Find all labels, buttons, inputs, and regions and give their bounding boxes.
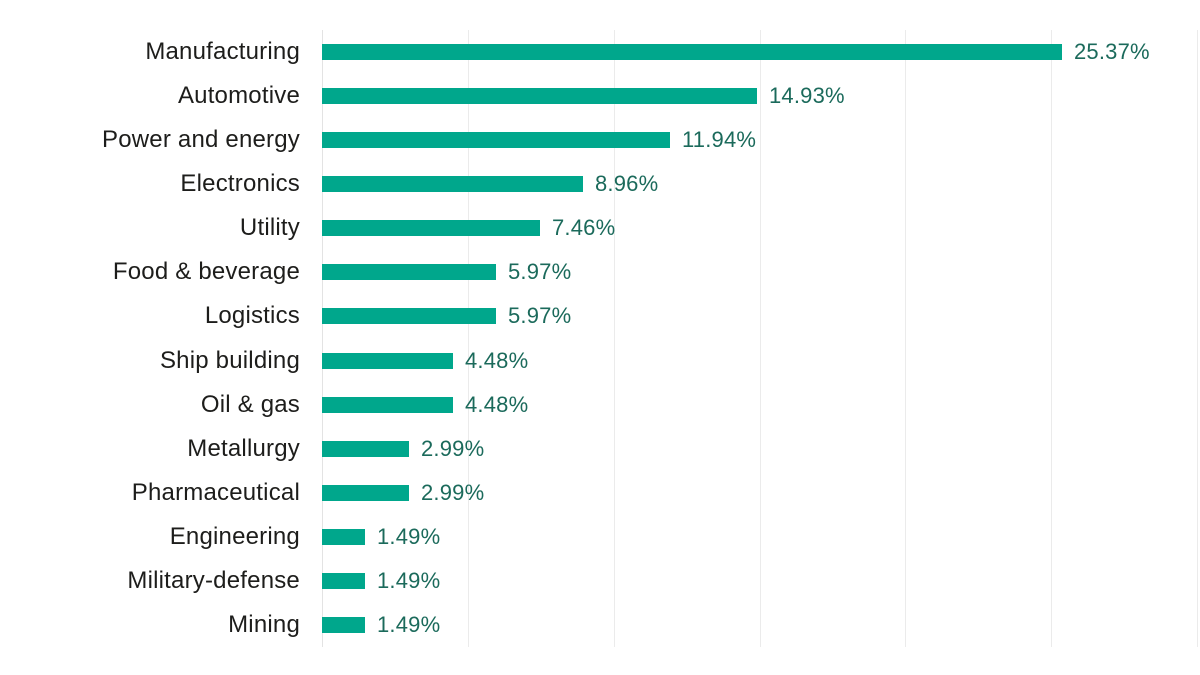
bar-row: Electronics 8.96% bbox=[0, 162, 1200, 206]
value-label: 14.93% bbox=[769, 83, 845, 109]
gridline bbox=[1197, 30, 1198, 647]
gridline bbox=[614, 30, 615, 647]
value-label: 11.94% bbox=[682, 127, 757, 153]
bar bbox=[322, 616, 365, 633]
gridline bbox=[760, 30, 761, 647]
category-label: Military-defense bbox=[127, 566, 300, 594]
category-label: Pharmaceutical bbox=[131, 478, 300, 506]
value-label: 2.99% bbox=[421, 479, 485, 505]
bar-row: Metallurgy 2.99% bbox=[0, 427, 1200, 471]
category-label: Metallurgy bbox=[187, 434, 300, 462]
value-label: 1.49% bbox=[377, 611, 441, 637]
bar-row: Oil & gas 4.48% bbox=[0, 383, 1200, 427]
bar bbox=[322, 132, 670, 149]
bar bbox=[322, 484, 409, 501]
bar-row: Ship building 4.48% bbox=[0, 339, 1200, 383]
category-label: Automotive bbox=[177, 82, 300, 110]
bar bbox=[322, 440, 409, 457]
gridline bbox=[905, 30, 906, 647]
bar-row: Engineering 1.49% bbox=[0, 515, 1200, 559]
category-label: Oil & gas bbox=[200, 390, 300, 418]
category-label: Power and energy bbox=[102, 126, 300, 154]
bar-row: Utility 7.46% bbox=[0, 206, 1200, 250]
value-label: 2.99% bbox=[421, 435, 485, 461]
value-label: 5.97% bbox=[508, 303, 572, 329]
value-label: 5.97% bbox=[508, 259, 572, 285]
y-axis-line bbox=[322, 30, 323, 647]
gridline bbox=[468, 30, 469, 647]
bar bbox=[322, 308, 496, 325]
category-label: Engineering bbox=[169, 522, 300, 550]
bar-row: Mining 1.49% bbox=[0, 603, 1200, 647]
category-label: Mining bbox=[228, 610, 300, 638]
chart-rows: Manufacturing 25.37% Automotive 14.93% Power… bbox=[0, 30, 1200, 647]
category-label: Logistics bbox=[204, 302, 300, 330]
value-label: 4.48% bbox=[465, 347, 529, 373]
bar bbox=[322, 176, 583, 193]
bar bbox=[322, 220, 540, 237]
value-label: 8.96% bbox=[595, 171, 659, 197]
bar-row: Pharmaceutical 2.99% bbox=[0, 471, 1200, 515]
bar-row: Automotive 14.93% bbox=[0, 74, 1200, 118]
value-label: 1.49% bbox=[377, 567, 441, 593]
plot-area bbox=[322, 30, 1198, 647]
bar-row: Food & beverage 5.97% bbox=[0, 250, 1200, 294]
value-label: 7.46% bbox=[552, 215, 616, 241]
bar bbox=[322, 396, 453, 413]
bar bbox=[322, 88, 757, 105]
category-label: Ship building bbox=[159, 346, 300, 374]
category-label: Utility bbox=[239, 214, 300, 242]
bar bbox=[322, 44, 1062, 61]
bar-row: Power and energy 11.94% bbox=[0, 118, 1200, 162]
bar bbox=[322, 572, 365, 589]
value-label: 4.48% bbox=[465, 391, 529, 417]
bar-row: Manufacturing 25.37% bbox=[0, 30, 1200, 74]
gridline bbox=[1051, 30, 1052, 647]
value-label: 25.37% bbox=[1074, 39, 1150, 65]
bar bbox=[322, 264, 496, 281]
value-label: 1.49% bbox=[377, 523, 441, 549]
bar-row: Military-defense 1.49% bbox=[0, 559, 1200, 603]
category-label: Electronics bbox=[180, 170, 300, 198]
category-label: Food & beverage bbox=[112, 258, 300, 286]
bar bbox=[322, 352, 453, 369]
bar bbox=[322, 528, 365, 545]
category-label: Manufacturing bbox=[145, 38, 300, 66]
bar-row: Logistics 5.97% bbox=[0, 294, 1200, 338]
